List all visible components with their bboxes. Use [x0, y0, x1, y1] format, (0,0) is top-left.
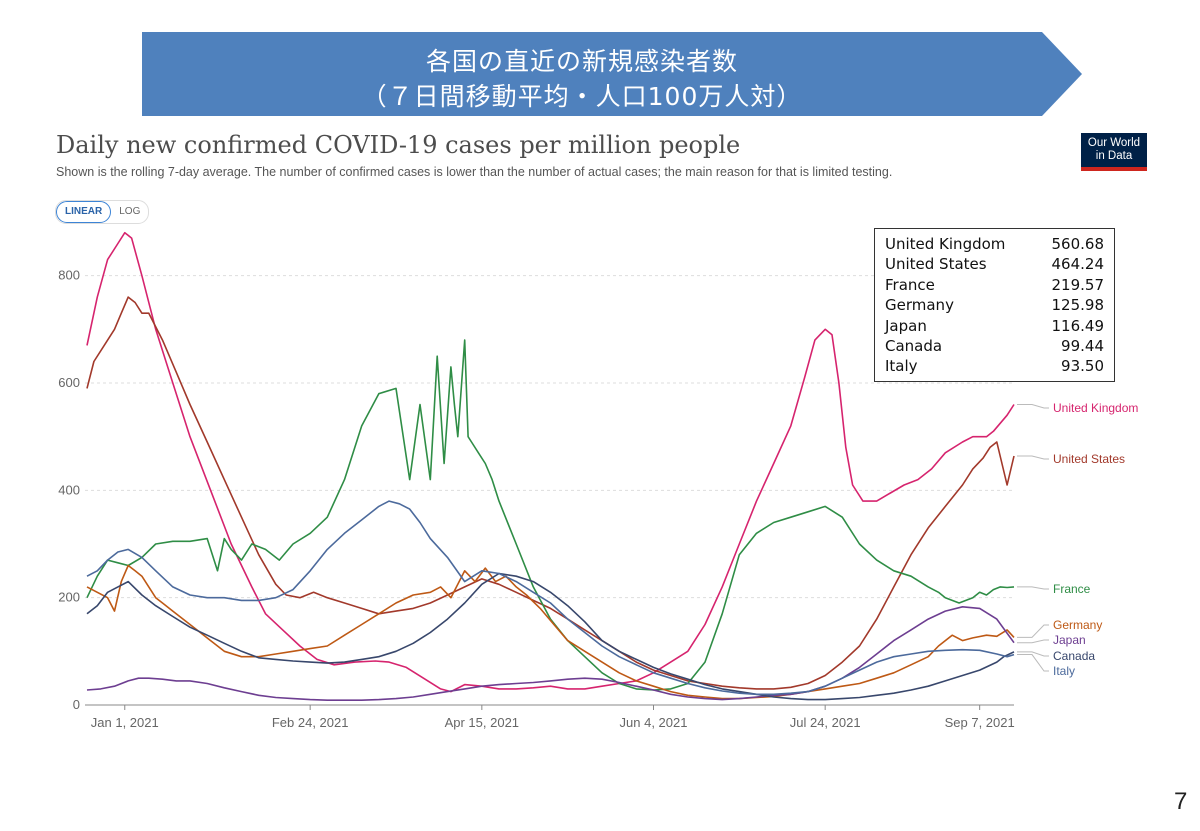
tooltip-country: Italy: [885, 357, 918, 376]
tooltip-row: Canada 99.44: [885, 336, 1104, 356]
owid-logo[interactable]: Our World in Data: [1081, 133, 1147, 171]
label-connector-united-states: [1017, 455, 1049, 460]
tooltip-value: 125.98: [1051, 296, 1105, 315]
series-label-germany[interactable]: Germany: [1053, 618, 1102, 632]
linear-scale-button[interactable]: LINEAR: [56, 201, 112, 223]
series-label-italy[interactable]: Italy: [1053, 664, 1075, 678]
banner-title-line1: 各国の直近の新規感染者数: [425, 47, 738, 76]
x-tick-label: Sep 7, 2021: [945, 715, 1015, 730]
tooltip-value: 560.68: [1051, 235, 1105, 253]
tooltip-row: France 219.57: [885, 275, 1104, 295]
tooltip-country: Germany: [885, 296, 954, 315]
series-line-germany[interactable]: [86, 564, 1015, 700]
axis-ticks: 0 200 400 600 800 Jan 1, 2021 Feb 24, 2021 Apr …: [58, 268, 1014, 730]
x-tick-label: Feb 24, 2021: [272, 715, 349, 730]
tooltip-country: Canada: [885, 336, 943, 355]
banner-arrow-shape: [142, 32, 1082, 116]
banner-title-line2: （７日間移動平均・人口100万人対）: [361, 82, 803, 111]
series-label-france[interactable]: France: [1053, 582, 1091, 596]
label-connector-italy: [1017, 654, 1049, 672]
tooltip-country: France: [885, 275, 935, 294]
grid-layer: [85, 275, 1014, 706]
tooltip-value: 93.50: [1061, 357, 1104, 376]
y-tick-label: 0: [73, 697, 80, 712]
y-tick-label: 400: [58, 482, 80, 497]
series-line-canada[interactable]: [86, 572, 1015, 701]
tooltip-row: United States 464.24: [885, 254, 1104, 274]
tooltip-row: Japan 116.49: [885, 316, 1104, 336]
series-label-canada[interactable]: Canada: [1053, 649, 1095, 663]
tooltip-value: 219.57: [1051, 275, 1105, 294]
logo-red-bar: [1081, 167, 1147, 171]
tooltip-row: United Kingdom 560.68: [885, 234, 1104, 254]
label-connector-united-kingdom: [1017, 403, 1049, 409]
label-connector-germany: [1017, 624, 1049, 638]
series-line-france[interactable]: [86, 339, 1015, 691]
series-line-italy[interactable]: [86, 500, 1015, 696]
tooltip-value: 116.49: [1051, 316, 1105, 335]
title-banner: 各国の直近の新規感染者数 （７日間移動平均・人口100万人対）: [142, 32, 1082, 116]
series-line-japan[interactable]: [86, 606, 1015, 701]
tooltip-value: 99.44: [1061, 336, 1104, 355]
series-label-united-kingdom[interactable]: United Kingdom: [1053, 401, 1138, 415]
tooltip-value: 464.24: [1051, 255, 1105, 274]
scale-toggle: LINEAR LOG: [55, 200, 150, 224]
series-line-united-states[interactable]: [86, 296, 1015, 690]
chart-title: Daily new confirmed COVID-19 cases per m…: [56, 131, 741, 159]
tooltip-country: Japan: [885, 316, 927, 335]
tooltip-row: Italy 93.50: [885, 356, 1104, 376]
x-tick-label: Jan 1, 2021: [91, 715, 159, 730]
logo-line1: Our World: [1087, 137, 1141, 149]
y-tick-label: 800: [58, 268, 80, 283]
series-labels: United Kingdom United States France Germany…: [1017, 401, 1138, 678]
series-line-united-kingdom[interactable]: [86, 231, 1015, 693]
series-label-japan[interactable]: Japan: [1053, 633, 1086, 647]
y-tick-label: 600: [58, 375, 80, 390]
tooltip-row: Germany 125.98: [885, 295, 1104, 315]
page-number: 7: [1174, 788, 1188, 815]
y-tick-label: 200: [58, 590, 80, 605]
series-label-united-states[interactable]: United States: [1053, 452, 1125, 466]
tooltip-country: United Kingdom: [885, 235, 1006, 253]
x-tick-label: Jun 4, 2021: [620, 715, 688, 730]
label-connector-japan: [1017, 639, 1049, 644]
logo-line2: in Data: [1095, 150, 1133, 162]
hover-tooltip: United Kingdom 560.68 United States 464.24 F…: [874, 228, 1115, 382]
tooltip-country: United States: [885, 255, 987, 274]
series-lines: [86, 231, 1015, 701]
chart-subtitle: Shown is the rolling 7-day average. The …: [56, 165, 893, 179]
x-tick-label: Jul 24, 2021: [790, 715, 861, 730]
log-scale-button[interactable]: LOG: [119, 206, 141, 217]
label-connector-canada: [1017, 651, 1049, 657]
label-connector-france: [1017, 586, 1049, 590]
x-tick-label: Apr 15, 2021: [445, 715, 519, 730]
